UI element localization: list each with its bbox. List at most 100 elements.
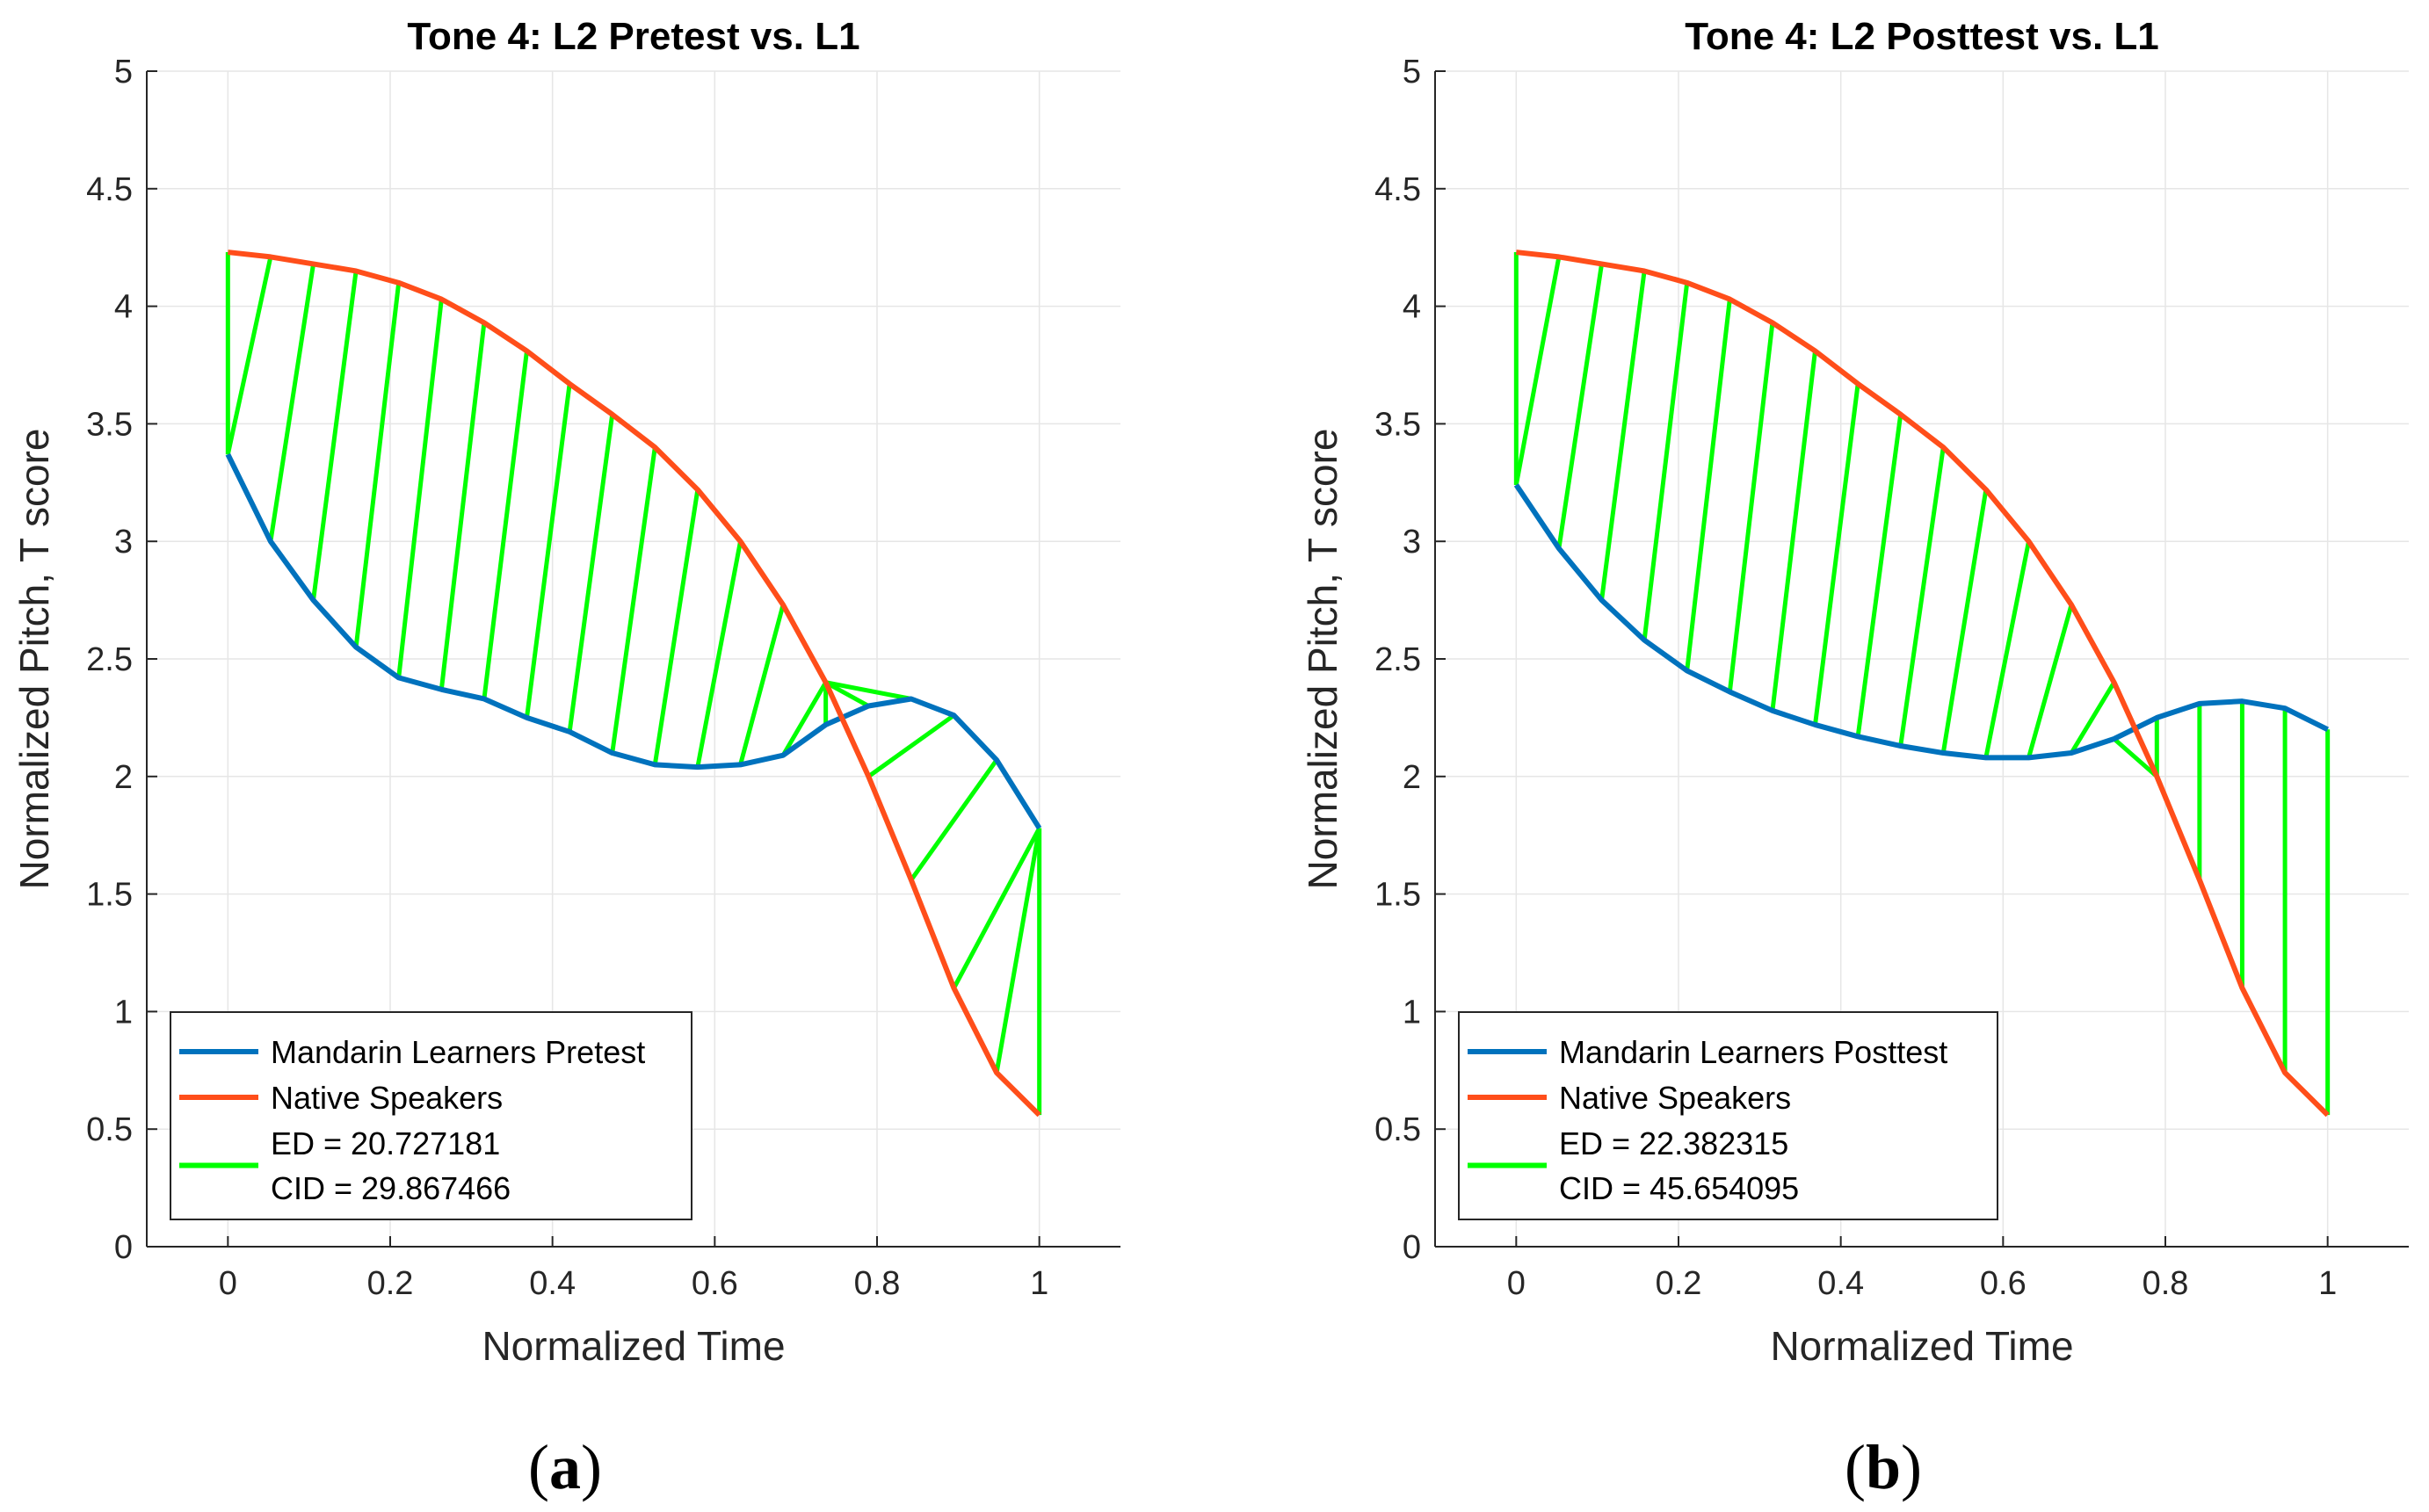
panel-label-open: ( [1845, 1432, 1866, 1502]
y-tick-label: 2 [1403, 759, 1421, 796]
warping-line [567, 414, 615, 733]
legend: Mandarin Learners Pretest Native Speakers… [170, 1011, 692, 1220]
warping-line [780, 681, 828, 756]
warping-line [909, 758, 999, 881]
panel-label-close: ) [1901, 1432, 1922, 1502]
warping-line [1599, 271, 1647, 601]
x-axis-label: Normalized Time [1770, 1323, 2073, 1369]
x-tick-label: 0.6 [692, 1265, 738, 1302]
series-line-learners [225, 452, 1042, 830]
x-tick-label: 0.4 [1817, 1265, 1864, 1302]
chart-title: Tone 4: L2 Pretest vs. L1 [407, 15, 859, 58]
panel-label: (b) [1845, 1432, 1922, 1502]
warping-line [1556, 264, 1605, 549]
series-line-learners [1513, 483, 2329, 761]
warping-line [825, 680, 912, 701]
y-axis-label: Normalized Pitch, T score [11, 429, 57, 890]
legend-entry: CID = 29.867466 [271, 1170, 511, 1206]
warping-line [396, 299, 444, 678]
chart-panel-b: 0 0.2 0.4 0.6 0.8 1 0 0.5 1 1.5 2 2.5 3 3.5 4 4.5 5 Tone … [1300, 15, 2409, 1502]
warping-line [2027, 604, 2074, 759]
warping-line [525, 383, 572, 719]
warping-line [225, 256, 273, 455]
y-tick-label: 3 [1403, 524, 1421, 561]
y-tick-label: 5 [114, 54, 133, 90]
warping-line [738, 604, 786, 766]
y-axis-label: Normalized Pitch, T score [1300, 429, 1345, 890]
series-line-native [228, 250, 1041, 1118]
legend-entry: Native Speakers [271, 1080, 503, 1116]
x-axis-label: Normalized Time [482, 1323, 785, 1369]
legend-entry: ED = 22.382315 [1559, 1125, 1788, 1161]
x-tick-label: 0.4 [529, 1265, 576, 1302]
legend: Mandarin Learners Posttest Native Speaker… [1458, 1011, 1998, 1220]
warping-line [866, 713, 955, 778]
x-tick-label: 0 [1507, 1265, 1526, 1302]
legend-entry: CID = 45.654095 [1559, 1170, 1799, 1206]
warping-line [824, 680, 870, 708]
warping-line [311, 271, 359, 601]
warping-line [1898, 446, 1946, 747]
warping-line [1770, 351, 1817, 712]
warping-line [353, 282, 402, 647]
x-tick-label: 0.8 [854, 1265, 901, 1302]
warping-line [268, 264, 316, 542]
y-tick-label: 1.5 [1374, 877, 1421, 914]
warping-line [1983, 540, 2031, 758]
series-line-native [1516, 250, 2330, 1118]
warping-line [1855, 414, 1903, 737]
chart-title: Tone 4: L2 Posttest vs. L1 [1685, 15, 2159, 58]
warping-line [952, 827, 1041, 989]
y-tick-label: 1 [114, 994, 133, 1031]
panel-label-close: ) [581, 1432, 602, 1502]
y-tick-label: 3.5 [86, 406, 133, 443]
y-tick-label: 4 [1403, 289, 1421, 326]
warping-line [610, 446, 657, 754]
legend-entry: Mandarin Learners Pretest [271, 1034, 645, 1070]
warping-line [439, 322, 487, 691]
y-tick-label: 0.5 [1374, 1111, 1421, 1148]
y-tick-label: 0.5 [86, 1111, 133, 1148]
panel-label-open: ( [528, 1432, 549, 1502]
panel-label-letter: b [1866, 1432, 1901, 1502]
chart-panel-a: 0 0.2 0.4 0.6 0.8 1 0 0.5 1 1.5 2 2.5 3 3.5 4 4.5 5 Tone … [11, 15, 1120, 1502]
warping-line [2069, 681, 2116, 755]
y-tick-label: 3 [114, 524, 133, 561]
y-tick-label: 2.5 [86, 641, 133, 678]
warping-line [1513, 256, 1562, 486]
y-tick-label: 5 [1403, 54, 1421, 90]
legend-entry: ED = 20.727181 [271, 1125, 500, 1161]
y-tick-label: 0 [114, 1229, 133, 1266]
warping-line [2112, 737, 2158, 778]
y-tick-label: 1 [1403, 994, 1421, 1031]
y-tick-label: 2 [114, 759, 133, 796]
warping-line [652, 488, 700, 765]
legend-box [1458, 1011, 1998, 1220]
warping-line [1642, 282, 1690, 640]
panel-label-letter: a [549, 1432, 581, 1502]
warping-line [1813, 383, 1860, 726]
x-tick-label: 1 [1030, 1265, 1048, 1302]
y-tick-label: 4.5 [1374, 171, 1421, 208]
warping-line [1940, 488, 1989, 754]
y-tick-label: 4.5 [86, 171, 133, 208]
warping-line [1727, 322, 1775, 692]
panel-label: (a) [528, 1432, 602, 1502]
y-tick-label: 3.5 [1374, 406, 1421, 443]
x-tick-label: 1 [2318, 1265, 2337, 1302]
x-tick-label: 0.2 [367, 1265, 414, 1302]
x-tick-label: 0.2 [1656, 1265, 1702, 1302]
x-tick-label: 0.6 [1980, 1265, 2027, 1302]
warping-line [1685, 299, 1732, 671]
y-tick-label: 0 [1403, 1229, 1421, 1266]
y-tick-label: 2.5 [1374, 641, 1421, 678]
y-tick-label: 1.5 [86, 877, 133, 914]
x-tick-label: 0 [219, 1265, 237, 1302]
warping-line [695, 540, 743, 768]
x-tick-label: 0.8 [2143, 1265, 2189, 1302]
y-tick-label: 4 [114, 289, 133, 326]
legend-box [170, 1011, 692, 1220]
legend-entry: Native Speakers [1559, 1080, 1791, 1116]
legend-entry: Mandarin Learners Posttest [1559, 1034, 1947, 1070]
